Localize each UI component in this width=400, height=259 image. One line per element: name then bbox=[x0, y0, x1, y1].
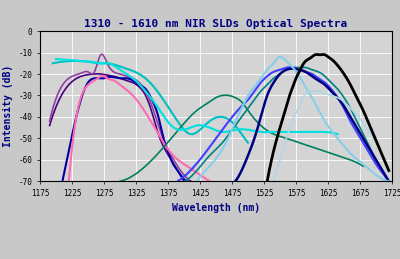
Y-axis label: Intensity (dB): Intensity (dB) bbox=[3, 65, 13, 147]
X-axis label: Wavelength (nm): Wavelength (nm) bbox=[172, 204, 260, 213]
Title: 1310 - 1610 nm NIR SLDs Optical Spectra: 1310 - 1610 nm NIR SLDs Optical Spectra bbox=[84, 19, 348, 29]
